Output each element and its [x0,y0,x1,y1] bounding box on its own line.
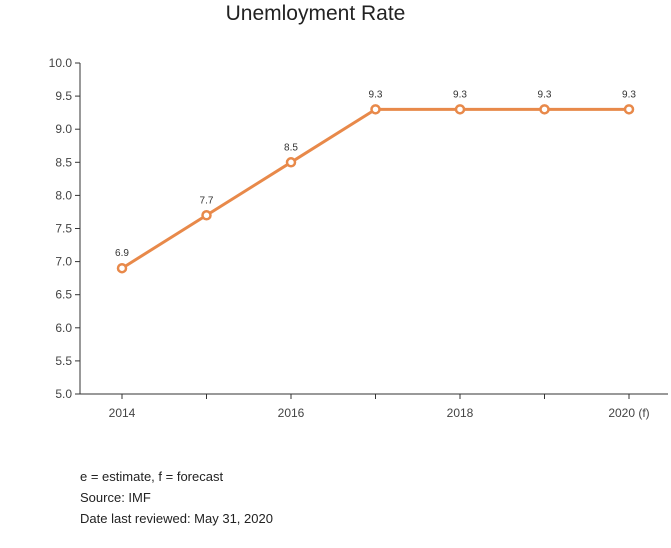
x-tick-label: 2020 (f) [608,406,649,420]
source-note: Source: IMF [80,490,151,505]
series-group: 6.9 7.7 8.5 9.3 9.3 9.3 9.3 [115,89,636,274]
data-label: 8.5 [284,142,298,153]
y-tick-label: 6.5 [55,288,72,302]
data-label: 9.3 [369,89,383,100]
reviewed-note: Date last reviewed: May 31, 2020 [80,511,273,526]
y-tick-label: 8.0 [55,188,72,202]
y-axis: 5.0 5.5 6.0 6.5 7.0 7.5 8.0 8.5 9.0 9.5 10.0 [49,56,81,401]
chart-notes: e = estimate, f = forecast Source: IMF D… [80,466,273,529]
data-label: 9.3 [622,89,636,100]
data-point [623,104,635,115]
data-point [539,104,550,115]
y-tick-label: 5.0 [55,387,72,401]
data-point [370,104,381,115]
y-tick-label: 9.5 [55,89,72,103]
y-tick-label: 8.5 [55,155,72,169]
data-label: 7.7 [200,195,214,206]
x-axis: 2014 2016 2018 2020 (f) [80,393,668,420]
y-tick-label: 7.5 [55,222,72,236]
chart-title: Unemloyment Rate [225,2,406,25]
x-tick-label: 2018 [447,406,474,420]
y-tick-label: 5.5 [55,354,72,368]
y-tick-label: 10.0 [49,56,73,70]
line-chart: 5.05.56.06.57.07.58.08.59.09.510.0 2014 2… [49,56,668,420]
data-label: 9.3 [453,89,467,100]
x-tick-label: 2014 [109,406,136,420]
y-tick-label: 7.0 [55,255,72,269]
y-tick-label: 6.0 [55,321,72,335]
x-tick-label: 2016 [278,406,305,420]
series-line [120,107,631,270]
y-tick-label: 9.0 [55,122,72,136]
data-point [285,157,297,168]
data-point [201,210,212,221]
data-label: 9.3 [538,89,552,100]
data-point [116,262,128,274]
data-label: 6.9 [115,248,129,259]
data-point [454,104,466,115]
estimate-note: e = estimate, f = forecast [80,469,224,484]
